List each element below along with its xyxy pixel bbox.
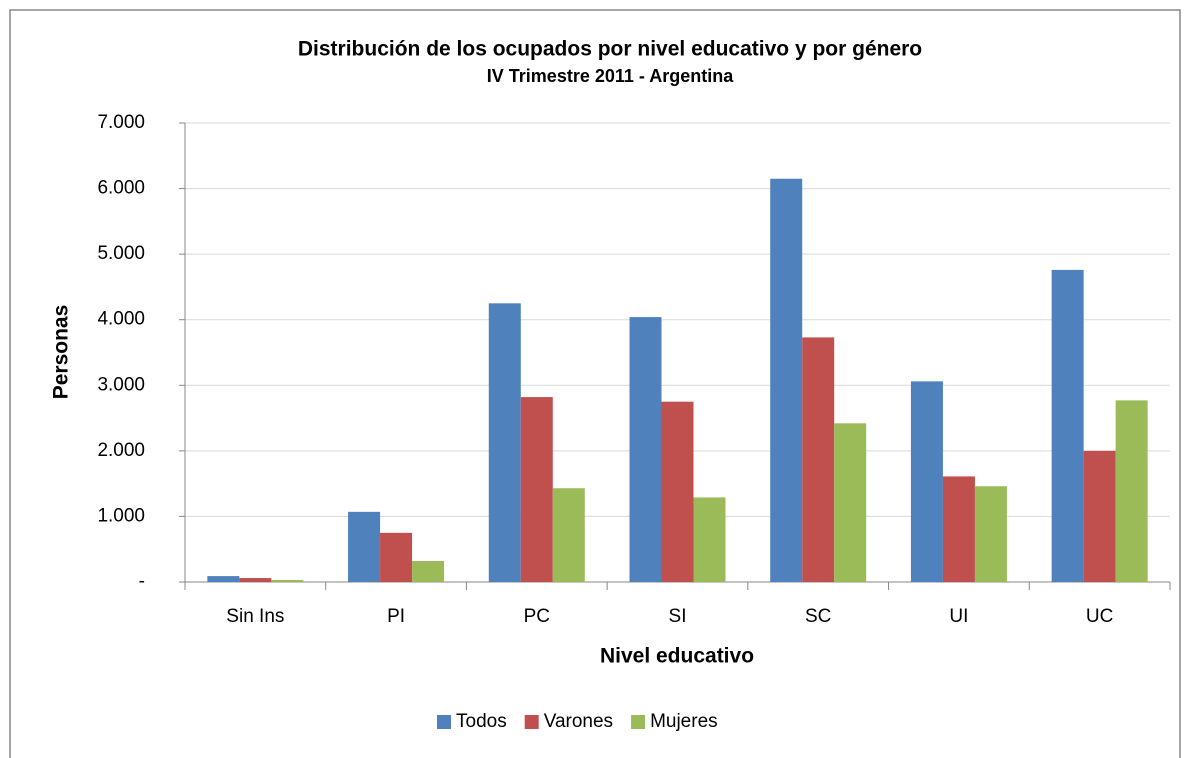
legend-swatch	[631, 715, 646, 729]
bar	[1051, 269, 1084, 582]
y-tick-label: 1.000	[97, 505, 145, 526]
x-axis-label: Nivel educativo	[600, 645, 754, 668]
legend-label: Mujeres	[650, 711, 718, 732]
y-tick-label: 4.000	[97, 309, 145, 330]
bar	[834, 423, 867, 582]
y-tick-label: 6.000	[97, 178, 145, 199]
bar	[974, 486, 1007, 582]
bar	[802, 337, 835, 582]
bar	[412, 561, 445, 582]
bar	[693, 497, 726, 582]
y-tick-label: 3.000	[97, 374, 145, 395]
legend-swatch	[524, 715, 539, 729]
bar	[1083, 450, 1116, 582]
chart-border	[9, 9, 1181, 758]
bar	[1115, 400, 1148, 582]
legend-label: Todos	[456, 711, 507, 732]
y-tick-label: 7.000	[97, 112, 145, 133]
bar	[661, 401, 694, 582]
x-tick-label: UC	[1086, 606, 1113, 627]
bar	[271, 580, 304, 582]
x-tick-label: UI	[949, 606, 968, 627]
legend-swatch	[437, 715, 451, 729]
bar	[488, 303, 521, 582]
bar	[552, 488, 585, 582]
y-axis-label: Personas	[50, 305, 73, 400]
bar	[380, 532, 413, 582]
bar	[239, 578, 272, 582]
bar	[942, 476, 975, 582]
y-tick-label: 2.000	[97, 440, 145, 461]
x-tick-label: PI	[387, 606, 405, 627]
bar	[910, 381, 943, 582]
chart-subtitle: IV Trimestre 2011 - Argentina	[487, 66, 734, 86]
bar	[348, 511, 381, 582]
x-tick-label: SI	[669, 606, 687, 627]
bar	[770, 178, 803, 582]
x-tick-label: Sin Ins	[226, 606, 284, 627]
chart-title: Distribución de los ocupados por nivel e…	[298, 38, 922, 61]
x-tick-label: SC	[805, 606, 831, 627]
bar	[520, 397, 553, 582]
legend-label: Varones	[544, 711, 613, 732]
bar	[207, 576, 240, 582]
y-tick-label: 5.000	[97, 243, 145, 264]
bar	[629, 317, 662, 582]
x-tick-label: PC	[524, 606, 550, 627]
y-tick-label: -	[139, 571, 145, 592]
